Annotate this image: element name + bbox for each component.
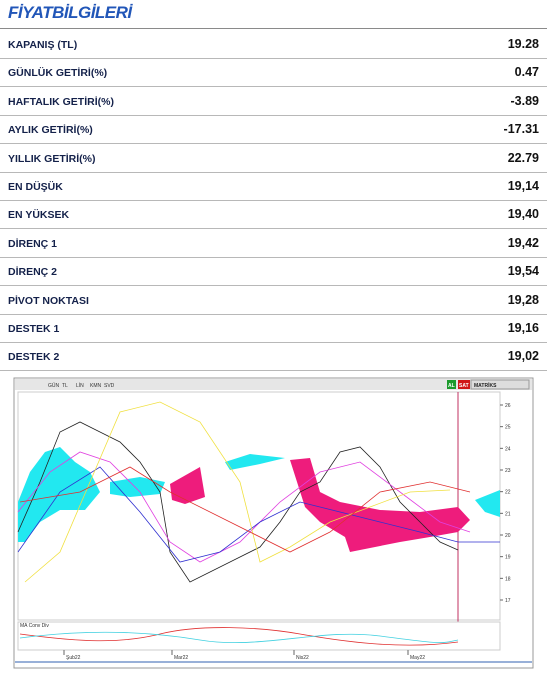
table-row: AYLIK GETİRİ(%) -17.31: [0, 115, 547, 145]
table-row: EN DÜŞÜK 19,14: [0, 172, 547, 201]
y-tick-label: 21: [505, 511, 511, 517]
row-label: HAFTALIK GETİRİ(%): [8, 95, 114, 108]
toolbar-item: TL: [62, 383, 68, 389]
row-label: GÜNLÜK GETİRİ(%): [8, 67, 108, 80]
line-blue: [17, 466, 500, 563]
cloud-cyan: [225, 454, 285, 470]
row-label: DESTEK 2: [8, 351, 60, 364]
row-value: 19,42: [507, 235, 539, 250]
x-tick-label: Şub22: [66, 655, 81, 661]
row-label: YILLIK GETİRİ(%): [8, 152, 96, 165]
row-value: -3.89: [510, 93, 540, 108]
row-label: EN YÜKSEK: [8, 209, 70, 222]
cloud-cyan: [110, 477, 165, 497]
signal-line: [19, 631, 459, 644]
row-value: 19,40: [507, 207, 539, 222]
toolbar-item: KMN: [90, 383, 102, 389]
indicator-panel: [17, 621, 501, 651]
buy-bg: [447, 380, 456, 389]
toolbar-item: SVD: [104, 383, 115, 389]
sell-bg: [458, 380, 470, 389]
x-tick-label: Nis22: [296, 655, 309, 661]
cloud-magenta: [170, 467, 205, 504]
table-row: KAPANIŞ (TL) 19.28: [0, 30, 547, 59]
row-label: DİRENÇ 2: [8, 266, 58, 279]
table-row: DESTEK 1 19,16: [0, 314, 547, 343]
row-value: 19,28: [507, 292, 539, 307]
row-value: 0.47: [514, 65, 539, 80]
row-value: 19,14: [507, 179, 539, 193]
price-bars: [17, 421, 459, 583]
plot-area: [17, 391, 501, 621]
table-row: GÜNLÜK GETİRİ(%) 0.47: [0, 58, 547, 88]
row-value: 19,54: [507, 264, 539, 279]
row-label: KAPANIŞ (TL): [8, 39, 78, 51]
row-value: -17.31: [503, 122, 539, 137]
toolbar-button: MATRİKS: [474, 382, 497, 389]
macd-line: [19, 627, 459, 646]
table-row: HAFTALIK GETİRİ(%) -3.89: [0, 87, 547, 116]
row-label: DESTEK 1: [8, 323, 60, 335]
y-tick-label: 18: [505, 576, 511, 582]
y-tick-label: 20: [505, 533, 511, 539]
matriks-button-bg: [470, 379, 530, 390]
x-tick-label: Mar22: [174, 655, 188, 661]
row-label: DİRENÇ 1: [8, 237, 58, 250]
table-row: EN YÜKSEK 19,40: [0, 200, 547, 230]
y-tick-label: 26: [505, 403, 511, 409]
cloud-cyan: [18, 447, 100, 542]
y-tick-label: 17: [505, 598, 511, 604]
row-value: 22.79: [507, 150, 539, 165]
line-red: [19, 466, 471, 553]
toolbar-button: AL: [448, 383, 455, 389]
row-label: PİVOT NOKTASI: [8, 294, 89, 307]
x-tick-label: May22: [410, 655, 425, 661]
toolbar-item: GÜN: [48, 382, 60, 389]
row-value: 19,16: [507, 321, 539, 335]
y-tick-label: 22: [505, 490, 511, 496]
row-label: AYLIK GETİRİ(%): [8, 124, 93, 137]
line-yellow: [24, 401, 451, 583]
row-value: 19,02: [507, 349, 539, 364]
toolbar: [15, 379, 532, 390]
indicator-label: MA Conv Div: [20, 623, 49, 629]
row-label: EN DÜŞÜK: [8, 181, 63, 193]
table-row: DİRENÇ 1 19,42: [0, 229, 547, 258]
table-row: YILLIK GETİRİ(%) 22.79: [0, 144, 547, 173]
y-tick-label: 25: [505, 425, 511, 431]
table-row: PİVOT NOKTASI 19,28: [0, 286, 547, 315]
toolbar-button: SAT: [459, 383, 469, 389]
divider: [0, 28, 547, 29]
cloud-cyan: [475, 490, 500, 517]
y-tick-label: 23: [505, 468, 511, 474]
chart-image: GÜN TL LİN KMN SVD AL SAT MATRİKS 26 25 24 23 22 21 20…: [13, 377, 534, 669]
table-row: DESTEK 2 19,02: [0, 342, 547, 372]
toolbar-item: LİN: [76, 382, 84, 389]
table-row: DİRENÇ 2 19,54: [0, 257, 547, 287]
y-tick-label: 24: [505, 446, 511, 452]
y-tick-label: 19: [505, 555, 511, 561]
row-value: 19.28: [507, 37, 539, 51]
title: FİYATBİLGİLERİ: [8, 3, 132, 22]
